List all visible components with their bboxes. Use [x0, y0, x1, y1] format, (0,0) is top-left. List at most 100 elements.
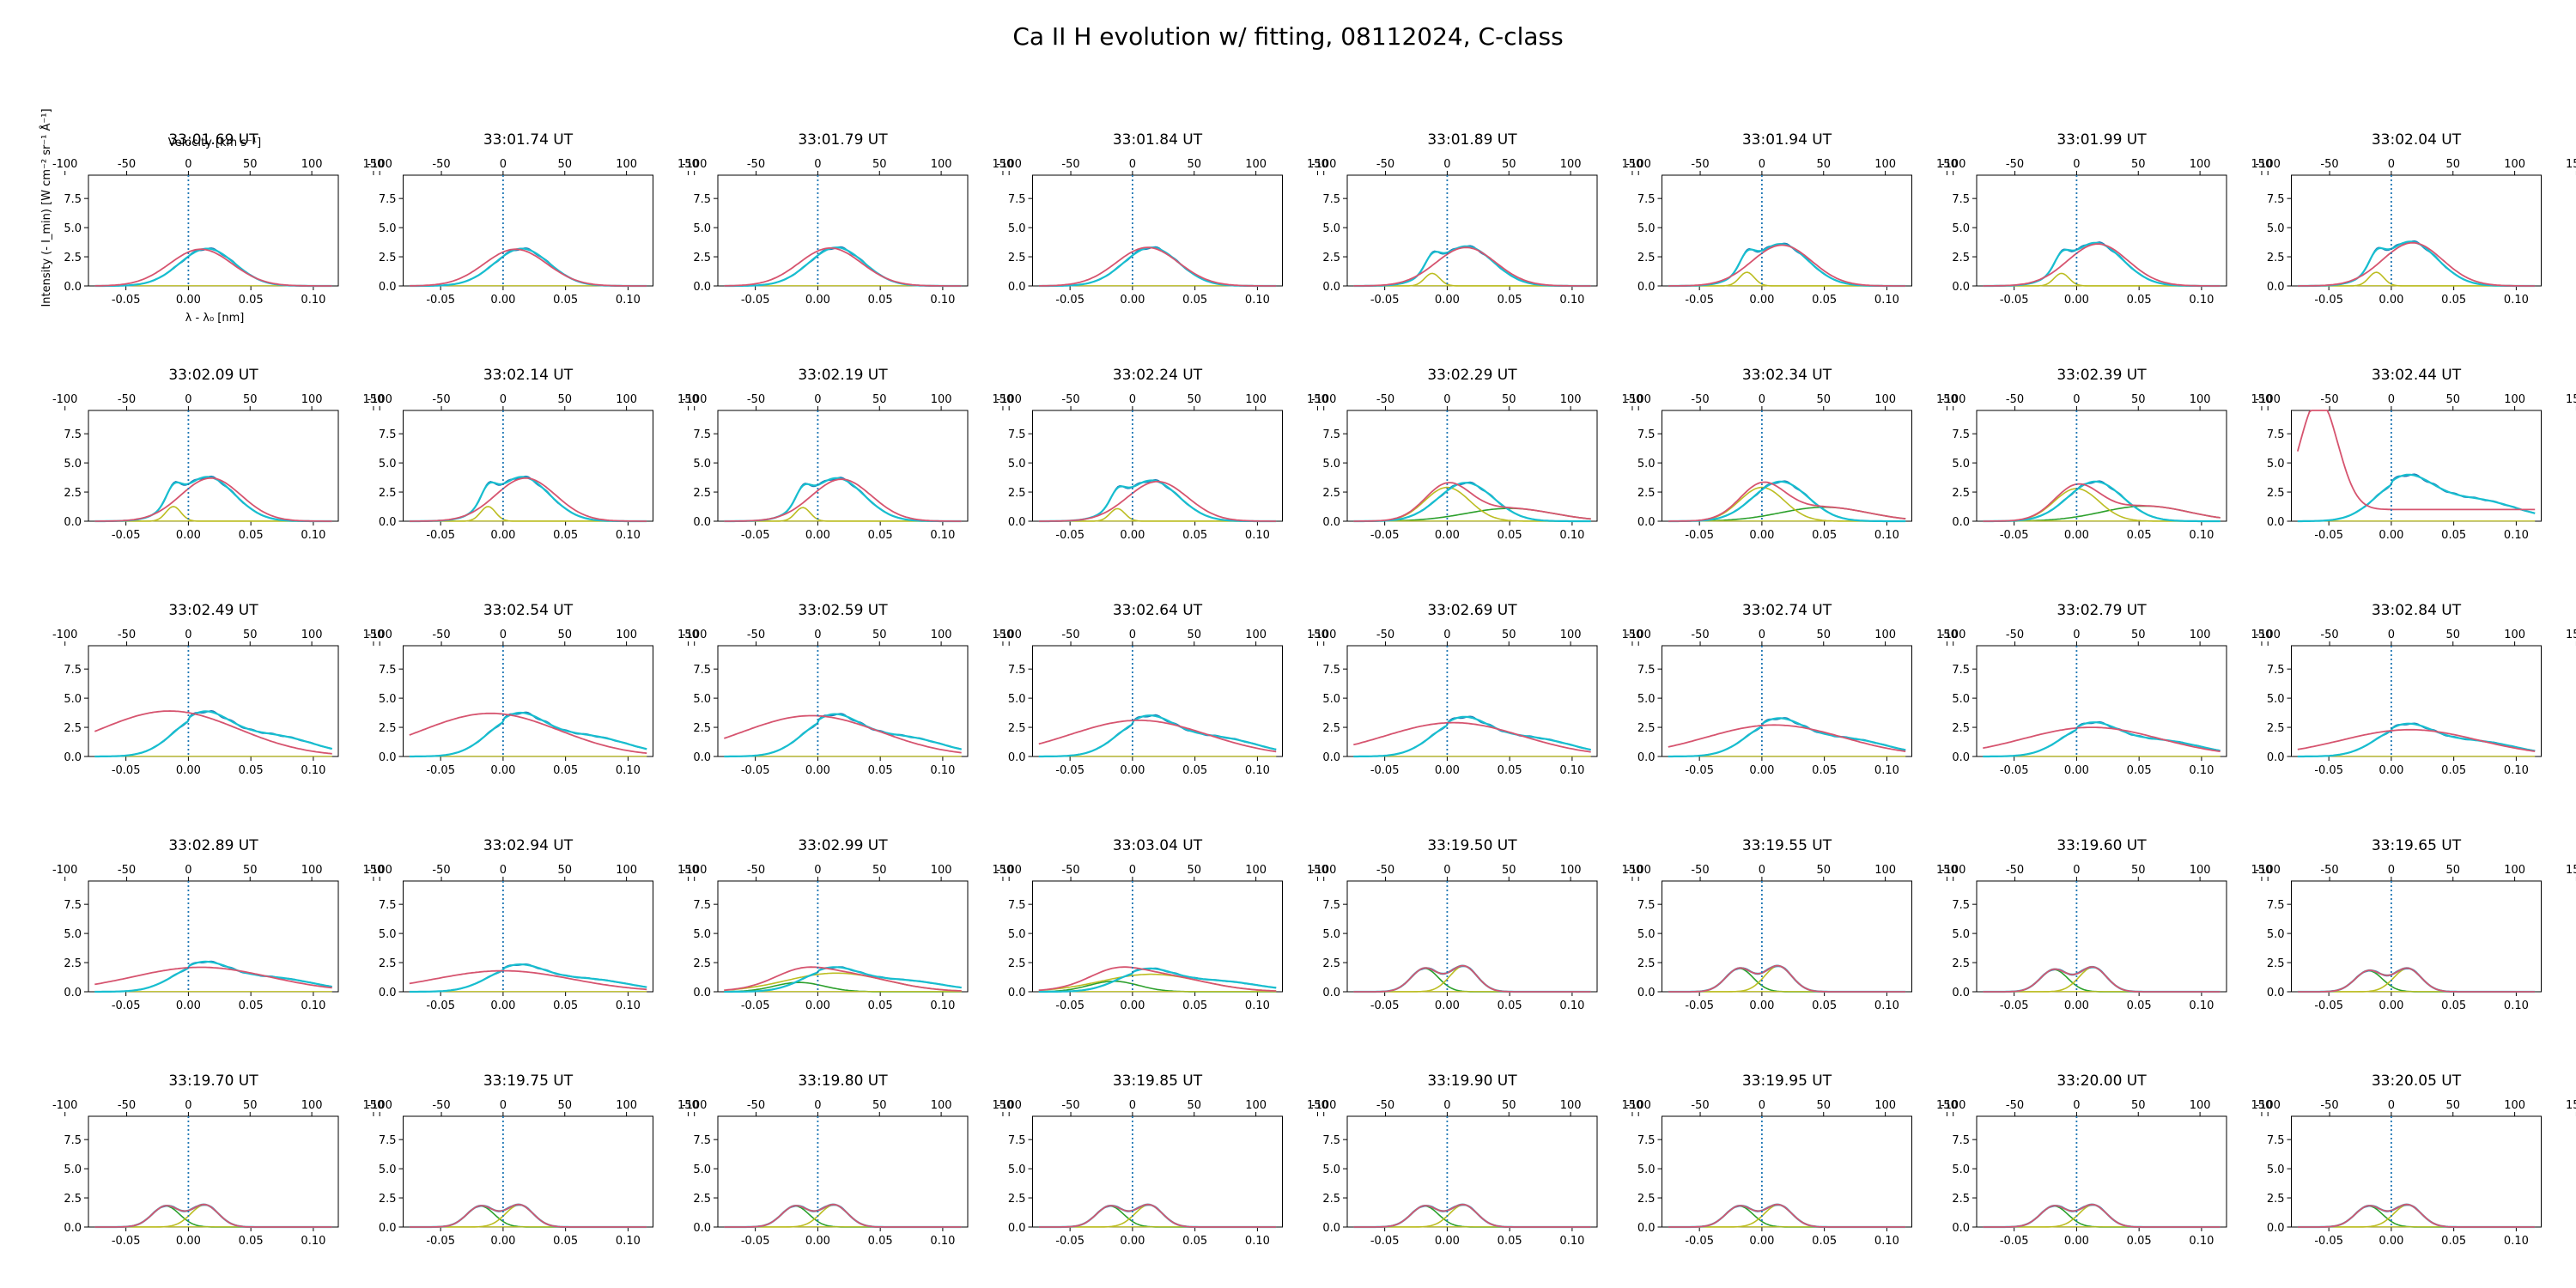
axes-frame [717, 174, 969, 287]
y-tick-label: 0.0 [1008, 281, 1026, 294]
panel-title: 33:19.60 UT [2057, 837, 2147, 854]
panel-title: 33:02.59 UT [798, 602, 888, 619]
smoothed-profile [1353, 715, 1591, 758]
smoothed-profile [1983, 241, 2221, 288]
subplot-panel: 33:02.94 UT -0.05 0.00 0.05 0.10 0.0 2.5 5.0 7.5… [367, 837, 698, 1012]
velocity-tick-label: 150 [363, 1099, 385, 1112]
velocity-tick-label: -50 [432, 158, 450, 171]
fit-total-curve [1983, 243, 2221, 287]
velocity-tick-label: 0 [1129, 158, 1136, 171]
y-tick-label: 2.5 [1322, 1193, 1340, 1206]
x-tick-label: 0.00 [176, 764, 201, 777]
x-tick-label: 0.10 [1245, 529, 1270, 542]
fit-total-curve [1983, 1203, 2221, 1228]
axes-frame [403, 174, 653, 287]
velocity-tick-label: 0 [500, 629, 507, 641]
panel-title: 33:02.54 UT [483, 602, 574, 619]
y-tick-label: 5.0 [379, 458, 397, 471]
velocity-tick-label: 100 [616, 158, 637, 171]
x-tick-label: 0.10 [1874, 1235, 1899, 1248]
y-tick-label: 5.0 [64, 222, 82, 235]
velocity-tick-label: 50 [1816, 864, 1831, 877]
smoothed-profile [1353, 245, 1591, 288]
y-axis-label: Intensity (- I_min) [W cm⁻² sr⁻¹ Å⁻¹] [39, 108, 53, 307]
velocity-tick-label: -50 [2320, 629, 2338, 641]
smoothed-profile [409, 1203, 647, 1229]
y-tick-label: 2.5 [1008, 722, 1026, 735]
observed-profile [409, 247, 647, 287]
y-tick-label: 0.0 [379, 751, 397, 764]
velocity-tick-label: 150 [677, 158, 699, 171]
velocity-tick-label: 50 [2131, 158, 2146, 171]
x-tick-label: 0.10 [1245, 294, 1270, 307]
y-tick-label: 7.5 [1637, 193, 1656, 206]
y-tick-label: 5.0 [1637, 222, 1656, 235]
y-tick-label: 5.0 [1322, 928, 1340, 941]
velocity-tick-label: -100 [1311, 1099, 1337, 1112]
x-tick-label: 0.00 [805, 1235, 830, 1248]
y-tick-label: 0.0 [1637, 751, 1656, 764]
velocity-tick-label: -50 [1061, 1099, 1079, 1112]
velocity-tick-label: 150 [2251, 864, 2273, 877]
x-tick-label: 0.00 [1749, 529, 1774, 542]
x-tick-label: 0.00 [490, 529, 515, 542]
velocity-tick-label: 150 [363, 393, 385, 406]
y-tick-label: 7.5 [2267, 193, 2285, 206]
panel-title: 33:02.94 UT [483, 837, 574, 854]
fit-total-curve [1983, 483, 2221, 522]
smoothed-profile [2297, 1203, 2536, 1229]
y-tick-label: 5.0 [2267, 1163, 2285, 1176]
velocity-tick-label: -50 [1691, 1099, 1709, 1112]
smoothed-profile [94, 710, 332, 758]
panel-title: 33:02.09 UT [168, 367, 258, 384]
velocity-tick-label: 50 [1502, 158, 1516, 171]
axes-frame [1346, 645, 1598, 757]
panel-title: 33:02.99 UT [798, 837, 888, 854]
y-tick-label: 7.5 [1008, 1134, 1026, 1147]
velocity-tick-label: 0 [1129, 1099, 1136, 1112]
velocity-tick-label: -100 [996, 629, 1022, 641]
y-tick-label: 7.5 [1952, 1134, 1970, 1147]
velocity-tick-label: 50 [243, 864, 258, 877]
y-tick-label: 5.0 [1952, 222, 1970, 235]
velocity-tick-label: 0 [2073, 158, 2080, 171]
fit-total-curve [409, 712, 647, 755]
x-tick-label: 0.10 [1874, 529, 1899, 542]
smoothed-profile [1353, 482, 1591, 523]
axes-frame [403, 1115, 653, 1228]
x-tick-label: 0.05 [553, 764, 578, 777]
velocity-tick-label: 50 [557, 629, 572, 641]
velocity-tick-label: 0 [2073, 629, 2080, 641]
x-tick-label: -0.05 [1055, 999, 1084, 1012]
x-tick-label: 0.00 [2064, 1235, 2089, 1248]
y-tick-label: 2.5 [64, 1193, 82, 1206]
velocity-tick-label: 100 [1874, 629, 1896, 641]
velocity-tick-label: 100 [931, 629, 952, 641]
velocity-tick-label: -100 [367, 158, 392, 171]
x-tick-label: 0.05 [1498, 1235, 1522, 1248]
velocity-tick-label: 50 [2131, 393, 2146, 406]
y-tick-label: 0.0 [693, 516, 711, 529]
velocity-tick-label: 100 [1874, 393, 1896, 406]
subplot-panel: 33:19.55 UT -0.05 0.00 0.05 0.10 0.0 2.5 5.0 7.5… [1625, 837, 1957, 1012]
x-tick-label: 0.05 [1812, 999, 1837, 1012]
observed-profile [2297, 722, 2536, 757]
x-tick-label: -0.05 [1055, 294, 1084, 307]
velocity-tick-label: 0 [1759, 1099, 1765, 1112]
panel-title: 33:19.70 UT [168, 1072, 258, 1090]
velocity-tick-label: 100 [1874, 864, 1896, 877]
velocity-tick-label: 150 [363, 158, 385, 171]
velocity-tick-label: 150 [1307, 158, 1328, 171]
x-tick-label: 0.00 [805, 294, 830, 307]
velocity-tick-label: 0 [185, 158, 191, 171]
velocity-tick-label: 100 [1560, 864, 1582, 877]
x-tick-label: -0.05 [2314, 999, 2343, 1012]
x-tick-label: 0.05 [553, 294, 578, 307]
x-tick-label: 0.10 [2189, 1235, 2214, 1248]
y-tick-label: 0.0 [1952, 516, 1970, 529]
y-tick-label: 0.0 [379, 987, 397, 999]
velocity-tick-label: 150 [1622, 393, 1643, 406]
x-tick-label: 0.00 [176, 999, 201, 1012]
velocity-tick-label: 50 [243, 158, 258, 171]
x-tick-label: 0.05 [553, 1235, 578, 1248]
